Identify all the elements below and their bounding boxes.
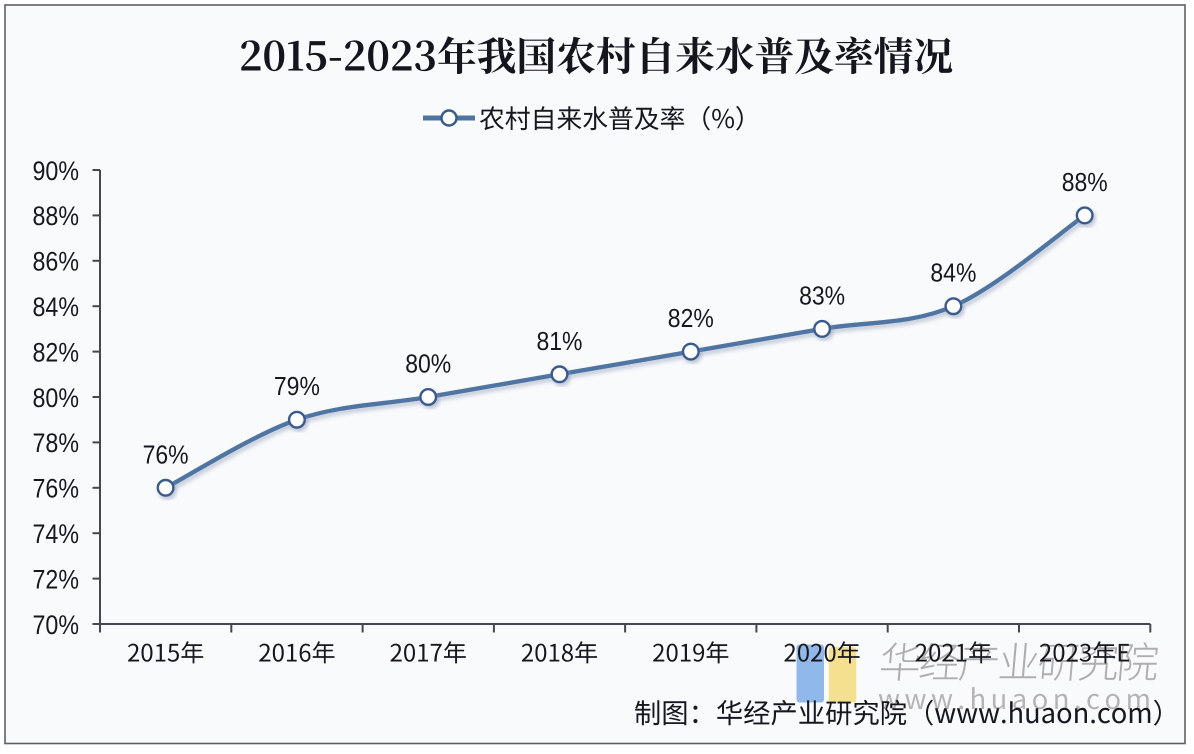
svg-text:78%: 78% [33, 428, 80, 458]
svg-text:86%: 86% [33, 247, 80, 277]
svg-text:81%: 81% [537, 326, 583, 356]
svg-text:82%: 82% [33, 337, 80, 367]
svg-text:76%: 76% [143, 439, 189, 469]
svg-text:84%: 84% [33, 292, 80, 322]
svg-text:88%: 88% [1062, 167, 1108, 197]
svg-text:82%: 82% [668, 303, 714, 333]
svg-text:70%: 70% [33, 610, 80, 640]
svg-text:72%: 72% [33, 564, 80, 594]
svg-text:74%: 74% [33, 519, 80, 549]
svg-text:88%: 88% [33, 201, 80, 231]
svg-text:79%: 79% [274, 371, 320, 401]
svg-text:76%: 76% [33, 474, 80, 504]
svg-text:83%: 83% [799, 280, 845, 310]
svg-text:84%: 84% [930, 258, 976, 288]
svg-text:90%: 90% [33, 156, 80, 186]
svg-text:80%: 80% [33, 383, 80, 413]
svg-text:80%: 80% [405, 349, 451, 379]
